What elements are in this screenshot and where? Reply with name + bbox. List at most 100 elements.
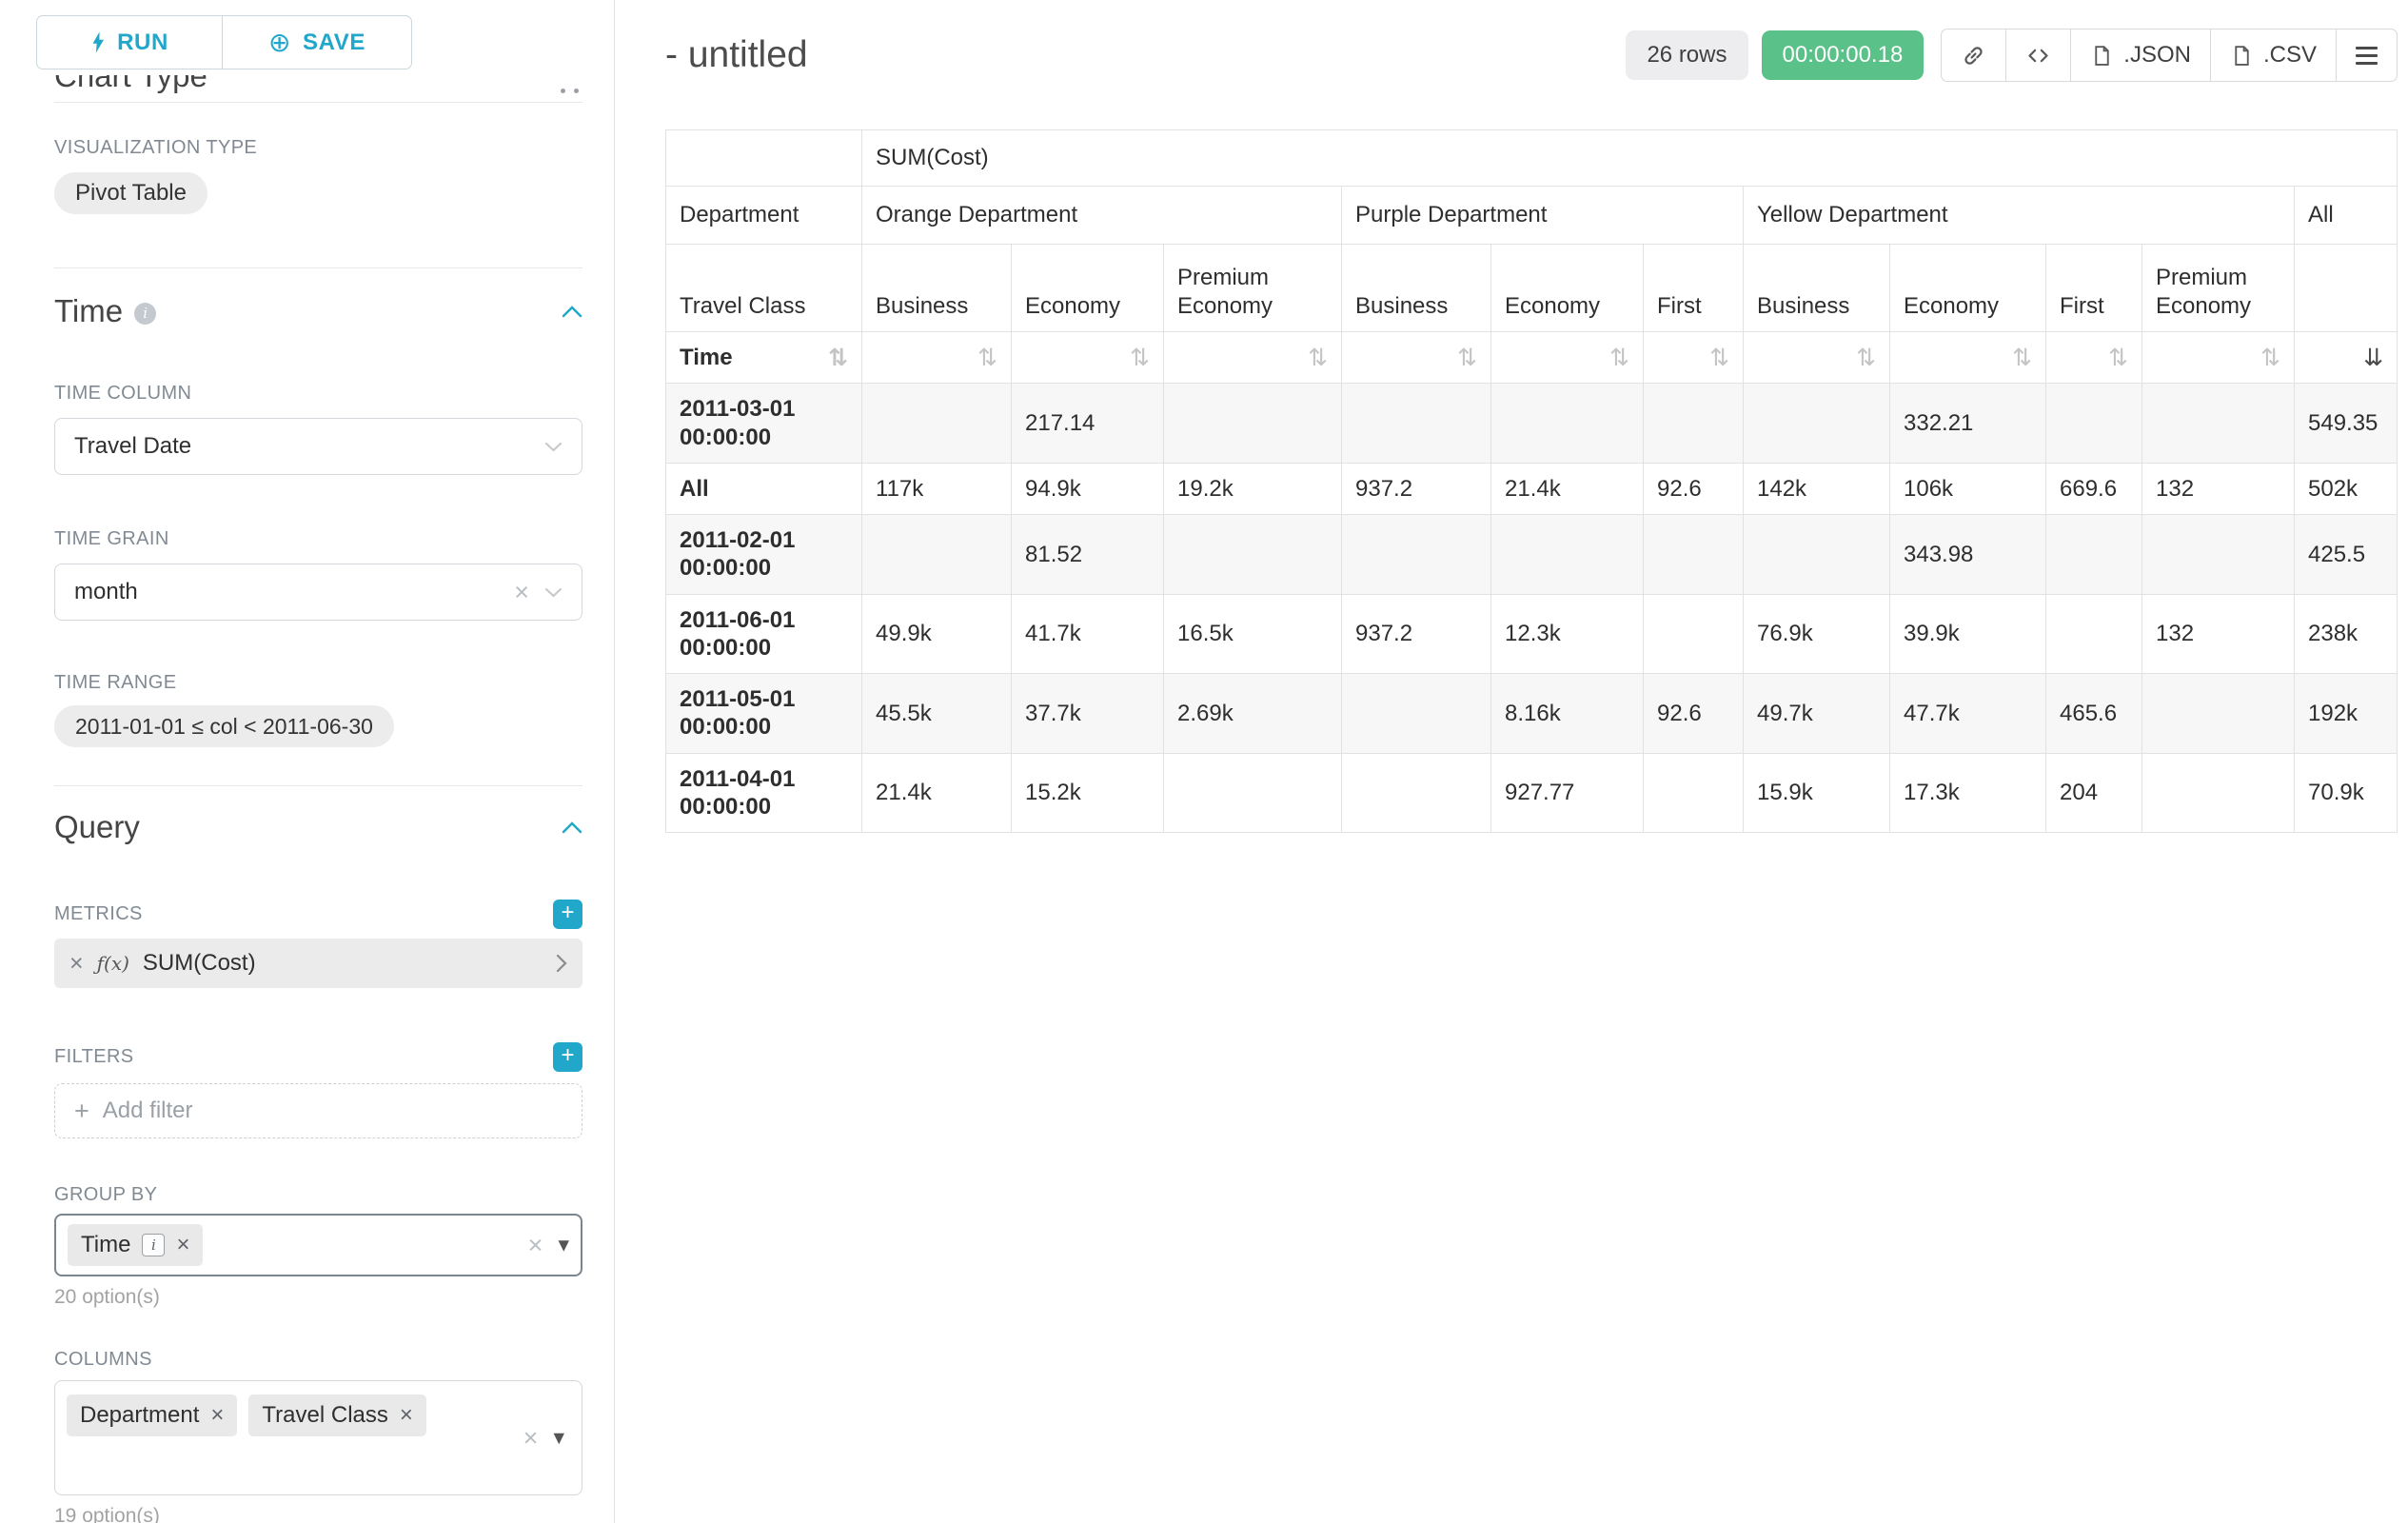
group-by-select[interactable]: Time i × × ▾: [54, 1214, 582, 1276]
chevron-up-icon[interactable]: [562, 305, 582, 318]
columns-chip-travel-class[interactable]: Travel Class ×: [248, 1394, 426, 1436]
pivot-sort-cell: ⇅: [2045, 330, 2142, 385]
pivot-cell: [2142, 752, 2295, 834]
metric-chip[interactable]: × ƒ(x) SUM(Cost): [54, 939, 582, 988]
add-metric-button[interactable]: +: [553, 899, 582, 929]
time-range-value[interactable]: 2011-01-01 ≤ col < 2011-06-30: [54, 705, 394, 747]
pivot-sort-cell: ⇅: [1743, 330, 1890, 385]
pivot-cell: 21.4k: [1490, 462, 1644, 516]
run-save-button-group: RUN ⊕ SAVE: [36, 15, 582, 69]
function-icon: ƒ(x): [96, 952, 129, 975]
copy-link-button[interactable]: [1941, 29, 2007, 82]
chevron-down-icon[interactable]: [544, 442, 563, 452]
pivot-group-header: Orange Department: [861, 186, 1342, 245]
pivot-cell: 17.3k: [1889, 752, 2046, 834]
file-icon: [2095, 45, 2109, 66]
pivot-cell: 70.9k: [2293, 752, 2398, 834]
columns-select[interactable]: Department × Travel Class × × ▾: [54, 1380, 582, 1495]
time-grain-select[interactable]: month ×: [54, 564, 582, 621]
sort-icon[interactable]: ⇊: [2363, 344, 2384, 372]
sort-icon[interactable]: ⇅: [1609, 344, 1629, 372]
visualization-type-label: VISUALIZATION TYPE: [54, 137, 258, 158]
remove-metric-icon[interactable]: ×: [69, 949, 84, 977]
remove-chip-icon[interactable]: ×: [399, 1402, 413, 1428]
pivot-cell: 2.69k: [1163, 673, 1342, 754]
sort-icon[interactable]: ⇅: [1457, 344, 1477, 372]
pivot-cell: 332.21: [1889, 383, 2046, 464]
view-query-button[interactable]: [2005, 29, 2072, 82]
export-csv-button[interactable]: .CSV: [2209, 29, 2337, 82]
divider: [54, 267, 582, 268]
time-column-value: Travel Date: [74, 433, 192, 459]
remove-chip-icon[interactable]: ×: [210, 1402, 225, 1428]
time-column-select[interactable]: Travel Date: [54, 418, 582, 475]
clear-icon[interactable]: ×: [514, 577, 529, 606]
group-by-chip-time[interactable]: Time i ×: [68, 1224, 204, 1266]
sort-icon[interactable]: ⇅: [2108, 344, 2128, 372]
pivot-empty-header: [2293, 244, 2398, 332]
run-button[interactable]: RUN: [36, 15, 223, 69]
add-filter-plus-button[interactable]: +: [553, 1041, 582, 1072]
add-filter-button[interactable]: + Add filter: [54, 1083, 582, 1138]
pivot-cell: [1643, 383, 1744, 464]
sort-icon[interactable]: ⇅: [2012, 344, 2032, 372]
pivot-class-header: First: [1643, 244, 1744, 332]
pivot-cell: 142k: [1743, 462, 1890, 516]
time-range-label: TIME RANGE: [54, 672, 177, 693]
pivot-cell: 21.4k: [861, 752, 1012, 834]
row-count-badge: 26 rows: [1626, 30, 1748, 80]
save-button[interactable]: ⊕ SAVE: [222, 15, 412, 69]
chart-title[interactable]: - untitled: [665, 34, 808, 75]
pivot-cell: 47.7k: [1889, 673, 2046, 754]
pivot-metric-header: SUM(Cost): [860, 129, 2398, 187]
visualization-type-value[interactable]: Pivot Table: [54, 172, 207, 214]
pivot-sort-cell: ⇅: [1889, 330, 2046, 385]
export-json-button[interactable]: .JSON: [2070, 29, 2211, 82]
pivot-row: 2011-03-01 00:00:00 217.14 332.21 549.35: [665, 383, 2398, 464]
pivot-class-header: Economy: [1490, 244, 1644, 332]
code-icon: [2028, 49, 2048, 62]
pivot-class-header: Business: [1743, 244, 1890, 332]
chip-label: Time: [81, 1232, 131, 1257]
pivot-sort-cell: ⇅: [1490, 330, 1644, 385]
pivot-cell: 425.5: [2293, 514, 2398, 595]
remove-chip-icon[interactable]: ×: [176, 1232, 190, 1257]
pivot-row: 2011-02-01 00:00:00 81.52 343.98 425.5: [665, 514, 2398, 595]
info-icon[interactable]: i: [134, 302, 157, 325]
columns-options-hint: 19 option(s): [54, 1505, 160, 1523]
columns-chip-department[interactable]: Department ×: [67, 1394, 238, 1436]
pivot-cell: 15.9k: [1743, 752, 1890, 834]
chevron-up-icon[interactable]: [562, 821, 582, 834]
pivot-cell: 549.35: [2293, 383, 2398, 464]
chevron-right-icon[interactable]: [556, 954, 567, 973]
clear-icon[interactable]: ×: [527, 1230, 543, 1259]
column-info-icon[interactable]: i: [142, 1234, 166, 1256]
pivot-cell: 92.6: [1643, 673, 1744, 754]
pivot-sort-cell: ⇅: [861, 330, 1012, 385]
plus-circle-icon: ⊕: [267, 26, 292, 58]
run-button-label: RUN: [117, 29, 168, 55]
sort-icon[interactable]: ⇅: [1856, 344, 1876, 372]
caret-down-icon[interactable]: ▾: [553, 1425, 564, 1450]
sort-icon[interactable]: ⇅: [828, 344, 848, 372]
pivot-cell: 12.3k: [1490, 593, 1644, 675]
menu-button[interactable]: [2336, 29, 2398, 82]
pivot-cell: [1490, 383, 1644, 464]
json-button-label: .JSON: [2123, 42, 2191, 68]
pivot-cell: 8.16k: [1490, 673, 1644, 754]
pivot-cell: [1643, 752, 1744, 834]
sort-icon[interactable]: ⇅: [1709, 344, 1729, 372]
chart-toolbar: 26 rows 00:00:00.18: [1626, 29, 2398, 82]
caret-down-icon[interactable]: ▾: [558, 1232, 569, 1257]
sort-icon[interactable]: ⇅: [2260, 344, 2280, 372]
chevron-down-icon[interactable]: [544, 587, 563, 598]
sort-icon[interactable]: ⇅: [977, 344, 997, 372]
sort-icon[interactable]: ⇅: [1130, 344, 1150, 372]
chart-panel: - untitled 26 rows 00:00:00.18: [616, 0, 2408, 1523]
clear-icon[interactable]: ×: [523, 1423, 539, 1452]
metrics-label: METRICS: [54, 902, 143, 924]
pivot-sort-cell: ⇅: [1341, 330, 1491, 385]
add-filter-label: Add filter: [102, 1098, 193, 1123]
sort-icon[interactable]: ⇅: [1308, 344, 1328, 372]
